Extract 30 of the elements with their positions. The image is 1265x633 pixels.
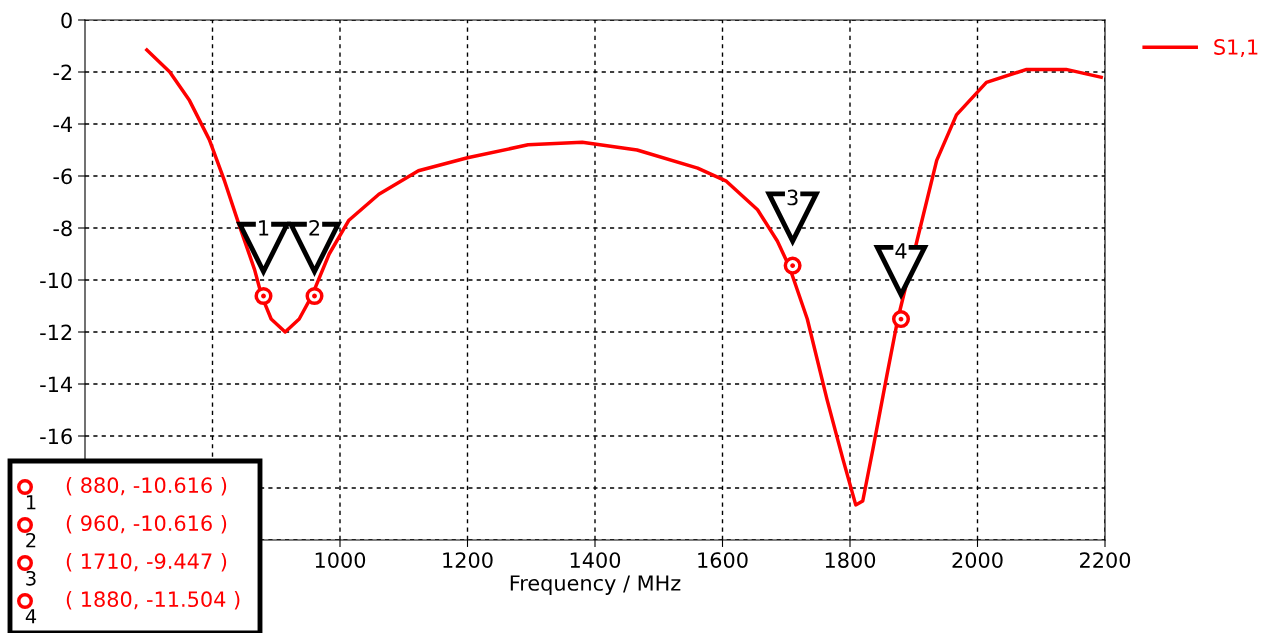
y-tick-label: -8 bbox=[53, 220, 72, 237]
y-tick-label: -14 bbox=[40, 376, 73, 392]
y-tick-label: -10 bbox=[40, 272, 72, 289]
x-tick-label: 2000 bbox=[952, 552, 1003, 568]
legend-label: S1,1 bbox=[1214, 39, 1258, 57]
text: 3 bbox=[26, 570, 36, 586]
text: 2 bbox=[26, 532, 36, 548]
text: ( 1880, -11.504 ) bbox=[66, 590, 240, 610]
text: 1 bbox=[26, 495, 36, 510]
x-tick-label: 1800 bbox=[825, 552, 876, 568]
x-axis-title: Frequency / MHz bbox=[510, 575, 681, 595]
y-tick-label: -2 bbox=[53, 64, 72, 80]
x-tick-label: 1600 bbox=[698, 552, 748, 568]
annotation: ( 880, -10.616 ) bbox=[66, 476, 227, 496]
annotation: 2 bbox=[309, 220, 320, 236]
y-tick-label: -6 bbox=[53, 168, 72, 185]
x-tick-label: 2200 bbox=[1080, 552, 1131, 568]
annotation: 1 bbox=[259, 220, 269, 236]
x-tick-label: 1000 bbox=[315, 552, 366, 568]
y-tick-label: -16 bbox=[40, 428, 72, 445]
text: 4 bbox=[25, 609, 37, 624]
annotation: 3 bbox=[787, 189, 798, 206]
annotation: 4 bbox=[895, 243, 907, 259]
x-tick-label: 1400 bbox=[570, 552, 621, 568]
annotation: ( 960, -10.616 ) bbox=[66, 514, 227, 534]
text: ( 1710, -9.447 ) bbox=[66, 552, 227, 572]
y-tick-label: 0 bbox=[61, 12, 72, 29]
y-tick-label: -4 bbox=[53, 116, 73, 132]
x-tick-label: 1200 bbox=[443, 552, 493, 568]
y-tick-label: -12 bbox=[40, 324, 72, 340]
